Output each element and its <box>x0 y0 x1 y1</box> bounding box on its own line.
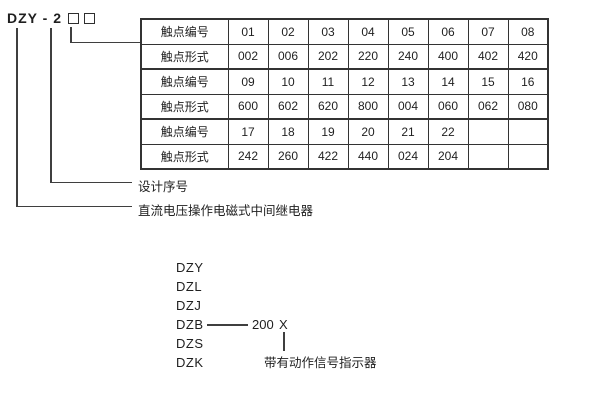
row-header-cell: 触点编号 <box>140 18 229 45</box>
contact-value-cell: 19 <box>307 118 349 145</box>
contact-value-cell: 14 <box>427 68 469 95</box>
connector-line-relay-description-v <box>16 28 18 207</box>
connector-line-contact-table-v <box>70 27 72 43</box>
contact-value-cell: 20 <box>347 118 389 145</box>
contact-value-cell: 202 <box>307 43 349 70</box>
model-item-dzs: DZS <box>176 336 204 351</box>
contact-value-cell: 062 <box>467 93 509 120</box>
row-header-cell: 触点形式 <box>140 143 229 170</box>
contact-value-cell: 08 <box>507 18 549 45</box>
contact-value-cell: 060 <box>427 93 469 120</box>
contact-value-cell: 21 <box>387 118 429 145</box>
contact-value-cell: 420 <box>507 43 549 70</box>
dzb-suffix-dash-line <box>207 324 248 326</box>
contact-value-cell: 620 <box>307 93 349 120</box>
row-header-cell: 触点编号 <box>140 68 229 95</box>
table-row: 触点编号 17 18 19 20 21 22 <box>140 118 549 145</box>
table-row: 触点编号 01 02 03 04 05 06 07 08 <box>140 18 549 45</box>
model-code-prefix: DZY - 2 <box>7 10 62 26</box>
contact-value-cell: 17 <box>227 118 269 145</box>
contact-value-cell <box>467 118 509 145</box>
placeholder-square <box>67 12 79 24</box>
contact-value-cell: 440 <box>347 143 389 170</box>
contact-value-cell: 002 <box>227 43 269 70</box>
row-header-cell: 触点形式 <box>140 43 229 70</box>
contact-value-cell: 402 <box>467 43 509 70</box>
contact-value-cell: 22 <box>427 118 469 145</box>
contact-value-cell: 400 <box>427 43 469 70</box>
relay-description-label: 直流电压操作电磁式中间继电器 <box>138 204 314 218</box>
row-header-cell: 触点编号 <box>140 118 229 145</box>
dzb-suffix-variant: X <box>279 317 288 332</box>
dzb-suffix-number: 200 <box>252 317 274 332</box>
contact-table-body: 触点编号 01 02 03 04 05 06 07 08 触点形式 002 006 202 220 240 4… <box>140 18 549 170</box>
indicator-connector-line <box>283 332 285 351</box>
contact-value-cell: 18 <box>267 118 309 145</box>
table-row: 触点形式 600 602 620 800 004 060 062 080 <box>140 93 549 120</box>
contact-value-cell: 09 <box>227 68 269 95</box>
connector-line-design-serial-h <box>50 181 132 183</box>
contact-value-cell: 01 <box>227 18 269 45</box>
contact-value-cell <box>507 143 549 170</box>
contact-value-cell: 240 <box>387 43 429 70</box>
model-list: DZY DZL DZJ DZB DZS DZK <box>176 258 204 372</box>
contact-value-cell: 004 <box>387 93 429 120</box>
contact-value-cell <box>467 143 509 170</box>
model-item-dzb: DZB <box>176 317 204 332</box>
contact-value-cell: 600 <box>227 93 269 120</box>
contact-value-cell: 16 <box>507 68 549 95</box>
table-row: 触点编号 09 10 11 12 13 14 15 16 <box>140 68 549 95</box>
contact-value-cell: 13 <box>387 68 429 95</box>
model-item-dzk: DZK <box>176 355 204 370</box>
contact-value-cell: 080 <box>507 93 549 120</box>
row-header-cell: 触点形式 <box>140 93 229 120</box>
contact-value-cell: 602 <box>267 93 309 120</box>
model-item-dzy: DZY <box>176 260 204 275</box>
contact-value-cell: 11 <box>307 68 349 95</box>
contact-value-cell: 02 <box>267 18 309 45</box>
table-row: 触点形式 242 260 422 440 024 204 <box>140 143 549 170</box>
model-placeholder-squares <box>67 12 95 24</box>
contact-value-cell: 05 <box>387 18 429 45</box>
contact-value-cell: 024 <box>387 143 429 170</box>
contact-value-cell: 03 <box>307 18 349 45</box>
contact-table: 触点编号 01 02 03 04 05 06 07 08 触点形式 002 006 202 220 240 4… <box>140 18 549 170</box>
model-item-dzj: DZJ <box>176 298 202 313</box>
contact-value-cell: 242 <box>227 143 269 170</box>
contact-value-cell: 12 <box>347 68 389 95</box>
design-serial-label: 设计序号 <box>138 180 189 194</box>
connector-line-contact-table-h <box>70 41 140 43</box>
model-code: DZY - 2 <box>7 10 95 26</box>
contact-value-cell: 204 <box>427 143 469 170</box>
contact-value-cell: 07 <box>467 18 509 45</box>
contact-value-cell: 006 <box>267 43 309 70</box>
table-row: 触点形式 002 006 202 220 240 400 402 420 <box>140 43 549 70</box>
indicator-label: 带有动作信号指示器 <box>264 356 377 370</box>
model-item-dzl: DZL <box>176 279 203 294</box>
contact-value-cell: 422 <box>307 143 349 170</box>
contact-value-cell: 260 <box>267 143 309 170</box>
connector-line-relay-description-h <box>16 205 132 207</box>
contact-value-cell: 15 <box>467 68 509 95</box>
contact-value-cell: 10 <box>267 68 309 95</box>
contact-value-cell <box>507 118 549 145</box>
contact-value-cell: 220 <box>347 43 389 70</box>
placeholder-square <box>83 12 95 24</box>
connector-line-design-serial-v <box>50 28 52 183</box>
contact-value-cell: 06 <box>427 18 469 45</box>
contact-value-cell: 800 <box>347 93 389 120</box>
contact-value-cell: 04 <box>347 18 389 45</box>
